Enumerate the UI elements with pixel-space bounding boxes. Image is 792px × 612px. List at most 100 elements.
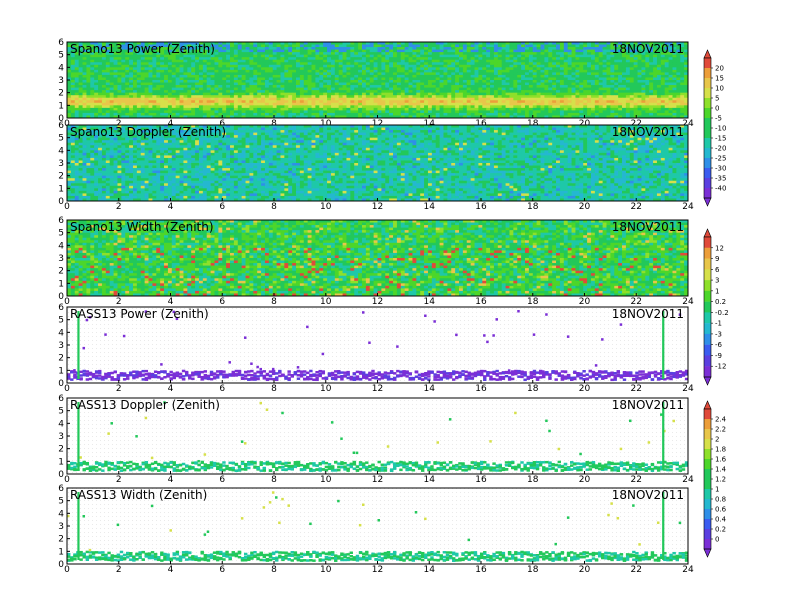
x-tick-label: 14 [424, 565, 436, 575]
panel-date: 18NOV2011 [612, 125, 684, 139]
y-tick-label: 0 [58, 114, 64, 124]
y-tick-label: 6 [58, 216, 64, 226]
y-tick-label: 6 [58, 121, 64, 131]
colorbar-label: 2.2 [715, 426, 726, 434]
colorbar-label: 0.6 [715, 506, 727, 514]
x-tick-label: 10 [320, 202, 332, 212]
x-tick-label: 24 [682, 202, 694, 212]
x-tick-label: 6 [219, 475, 225, 485]
colorbar-label: -6 [715, 341, 723, 349]
y-tick-label: 3 [58, 432, 64, 442]
x-tick-label: 4 [168, 297, 174, 307]
colorbars-group: 20151050-5-10-15-20-25-30-35-401296310.2… [703, 49, 729, 558]
panel-title: Spano13 Width (Zenith) [70, 220, 214, 234]
x-tick-label: 18 [527, 297, 539, 307]
y-tick-label: 3 [58, 341, 64, 351]
y-tick-label: 4 [58, 63, 64, 73]
colorbar-label: 2 [715, 436, 719, 444]
colorbar-label: -12 [715, 363, 726, 371]
x-tick-label: 8 [271, 202, 277, 212]
y-tick-label: 5 [58, 497, 64, 507]
x-tick-label: 0 [64, 202, 70, 212]
x-tick-label: 16 [475, 475, 487, 485]
x-tick-label: 18 [527, 475, 539, 485]
x-tick-label: 16 [475, 297, 487, 307]
y-tick-label: 3 [58, 159, 64, 169]
y-tick-label: 0 [58, 560, 64, 570]
y-tick-label: 0 [58, 379, 64, 389]
x-tick-label: 20 [579, 565, 591, 575]
y-tick-label: 1 [58, 279, 64, 289]
x-tick-label: 18 [527, 119, 539, 129]
x-tick-label: 6 [219, 119, 225, 129]
colorbar-label: 1.4 [715, 466, 727, 474]
colorbar-label: 1.8 [715, 446, 726, 454]
y-tick-label: 2 [58, 89, 64, 99]
x-tick-label: 2 [116, 475, 122, 485]
x-tick-label: 20 [579, 297, 591, 307]
y-tick-label: 1 [58, 457, 64, 467]
colorbar-label: 0 [715, 536, 719, 544]
x-tick-label: 20 [579, 384, 591, 394]
colorbar-cb_b: 12 9 6 3 1 0.2 -0.2 -1 -3 -6 -9 -12 [703, 228, 729, 386]
colorbar-label: 0.8 [715, 496, 726, 504]
x-tick-label: 14 [424, 119, 436, 129]
y-tick-label: 2 [58, 445, 64, 455]
x-tick-label: 18 [527, 202, 539, 212]
y-tick-label: 0 [58, 292, 64, 302]
colorbar-label: -3 [715, 330, 722, 338]
y-tick-label: 5 [58, 407, 64, 417]
y-tick-label: 0 [58, 470, 64, 480]
y-tick-label: 2 [58, 354, 64, 364]
colorbar-label: 2.4 [715, 416, 727, 424]
y-tick-label: 5 [58, 229, 64, 239]
colorbar-label: 6 [715, 266, 720, 274]
x-tick-label: 4 [168, 475, 174, 485]
x-tick-label: 0 [64, 565, 70, 575]
colorbar-label: -25 [715, 155, 726, 163]
panel-date: 18NOV2011 [612, 307, 684, 321]
y-tick-label: 4 [58, 509, 64, 519]
colorbar-label: 1.6 [715, 456, 727, 464]
panel-title: RASS13 Power (Zenith) [70, 307, 209, 321]
colorbar-label: 1 [715, 287, 719, 295]
y-tick-label: 3 [58, 522, 64, 532]
x-tick-label: 24 [682, 565, 694, 575]
x-tick-label: 8 [271, 119, 277, 129]
x-tick-label: 20 [579, 202, 591, 212]
y-tick-label: 3 [58, 76, 64, 86]
x-tick-label: 8 [271, 297, 277, 307]
colorbar-label: -40 [715, 185, 726, 193]
x-tick-label: 4 [168, 565, 174, 575]
x-tick-label: 10 [320, 384, 332, 394]
x-tick-label: 14 [424, 297, 436, 307]
y-tick-label: 6 [58, 484, 64, 494]
colorbar-label: 5 [715, 95, 719, 103]
colorbar-label: 0.4 [715, 516, 727, 524]
x-tick-label: 22 [631, 119, 642, 129]
colorbar-label: 9 [715, 255, 719, 263]
x-tick-label: 6 [219, 202, 225, 212]
x-tick-label: 16 [475, 384, 487, 394]
x-tick-label: 12 [372, 297, 383, 307]
x-tick-label: 6 [219, 384, 225, 394]
x-tick-label: 8 [271, 565, 277, 575]
x-tick-label: 20 [579, 119, 591, 129]
colorbar-label: 0 [715, 105, 719, 113]
colorbar-label: 1.2 [715, 476, 726, 484]
x-tick-label: 2 [116, 202, 122, 212]
x-tick-label: 6 [219, 565, 225, 575]
x-tick-label: 10 [320, 565, 332, 575]
x-tick-label: 8 [271, 384, 277, 394]
y-tick-label: 1 [58, 101, 64, 111]
x-tick-label: 2 [116, 565, 122, 575]
colorbar-label: -15 [715, 135, 726, 143]
x-tick-label: 0 [64, 297, 70, 307]
y-tick-label: 0 [58, 197, 64, 207]
x-tick-label: 22 [631, 384, 642, 394]
y-tick-label: 2 [58, 535, 64, 545]
panel-title: RASS13 Doppler (Zenith) [70, 398, 220, 412]
x-tick-label: 22 [631, 202, 642, 212]
